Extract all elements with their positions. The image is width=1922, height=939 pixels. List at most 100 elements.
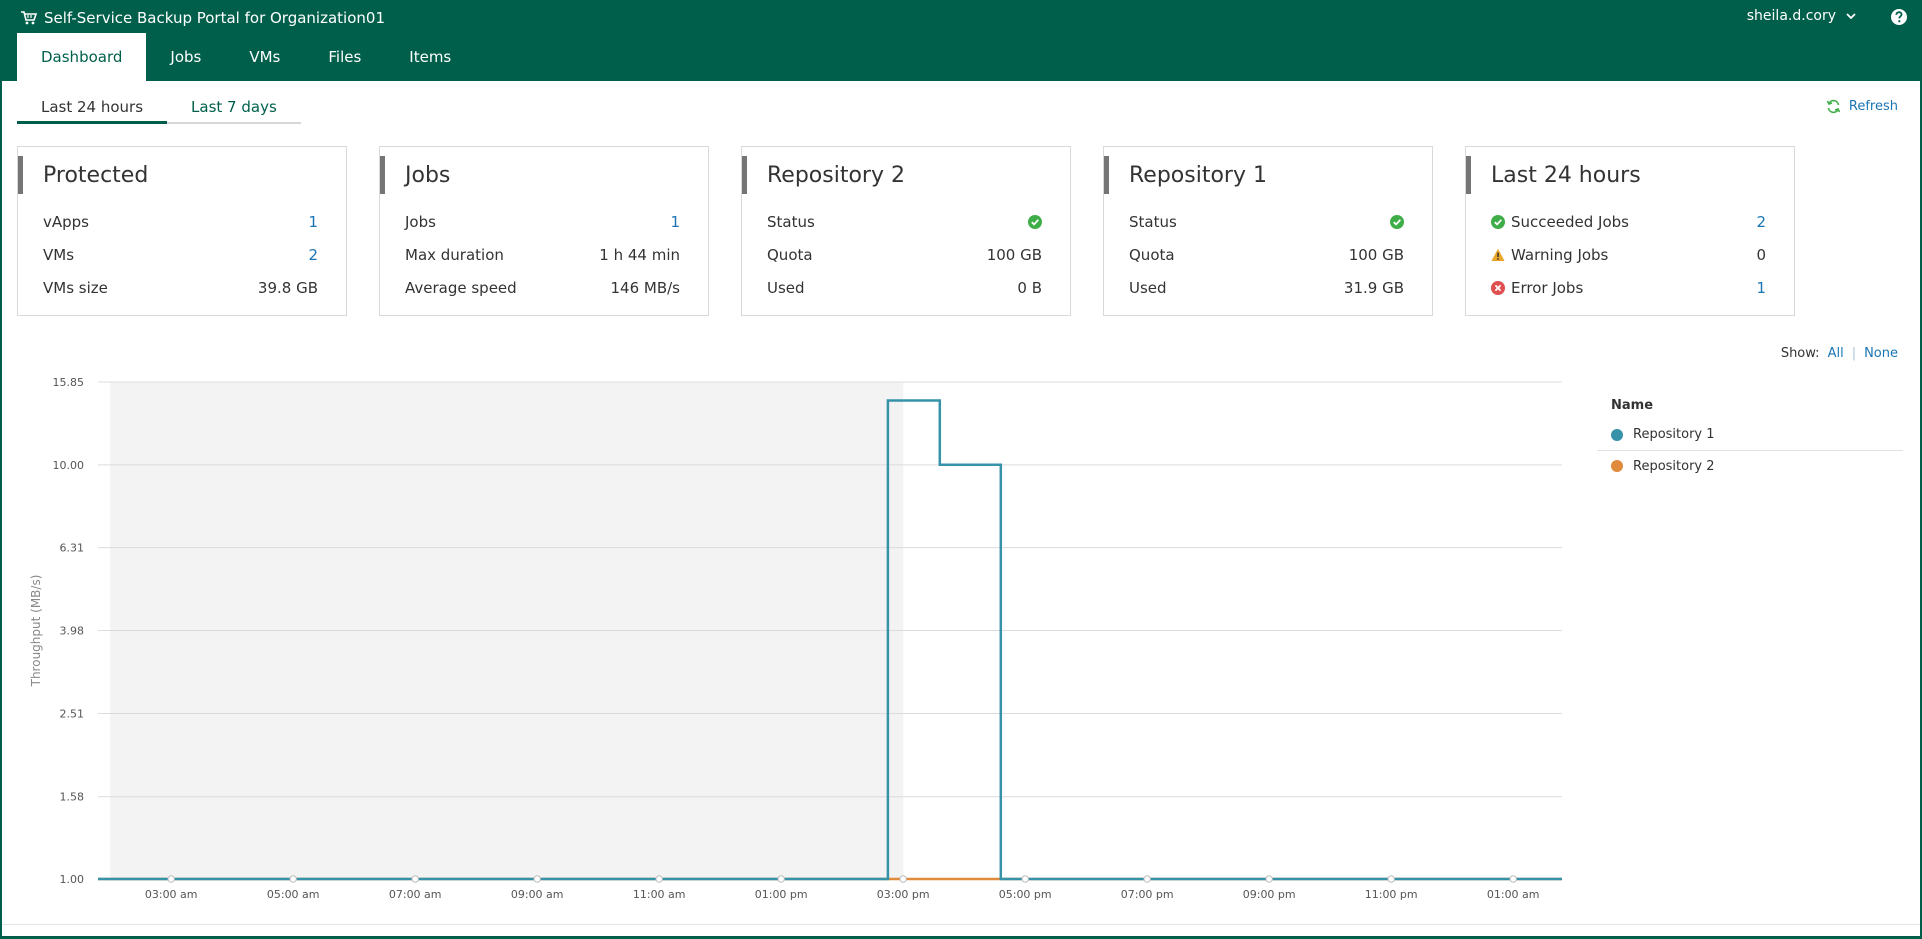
card-row: VMs 2	[43, 238, 318, 271]
tab-files[interactable]: Files	[328, 48, 362, 66]
row-value: 0 B	[1017, 278, 1042, 297]
x-tick-marker	[1509, 875, 1517, 883]
x-tick-marker	[533, 875, 541, 883]
help-icon[interactable]	[1890, 8, 1908, 26]
card-row: Used 31.9 GB	[1129, 271, 1404, 304]
card-title: Repository 1	[1104, 156, 1267, 194]
series-line-repository-1	[98, 399, 1562, 881]
vms-count-link[interactable]: 2	[308, 245, 318, 264]
legend-label: Repository 2	[1633, 458, 1715, 474]
row-label: vApps	[43, 212, 89, 231]
card-row: vApps 1	[43, 205, 318, 238]
y-tick-label: 1.58	[60, 791, 85, 804]
window-frame	[1920, 81, 1922, 939]
card-row: Jobs 1	[405, 205, 680, 238]
y-tick-label: 10.00	[53, 459, 85, 472]
window-frame	[0, 936, 1922, 939]
card-row: Warning Jobs 0	[1491, 238, 1766, 271]
x-tick-label: 01:00 am	[1487, 888, 1540, 901]
vapps-count-link[interactable]: 1	[308, 212, 318, 231]
x-tick-marker	[167, 875, 175, 883]
user-menu[interactable]: sheila.d.cory	[1747, 8, 1856, 24]
refresh-button[interactable]: Refresh	[1826, 99, 1898, 114]
row-label: Quota	[1129, 245, 1175, 264]
card-row: VMs size 39.8 GB	[43, 271, 318, 304]
y-tick-label: 3.98	[60, 625, 85, 638]
card-row: Status	[767, 205, 1042, 238]
tab-last-24-hours[interactable]: Last 24 hours	[17, 92, 168, 124]
user-name: sheila.d.cory	[1746, 8, 1836, 24]
jobs-count-link[interactable]: 1	[670, 212, 680, 231]
window-frame	[0, 81, 2, 939]
tab-last-7-days[interactable]: Last 7 days	[167, 92, 301, 124]
row-label: Succeeded Jobs	[1491, 213, 1629, 231]
tab-vms[interactable]: VMs	[249, 48, 281, 66]
error-icon	[1491, 280, 1505, 295]
y-tick-label: 6.31	[60, 542, 85, 555]
y-tick-label: 15.85	[53, 376, 85, 389]
x-tick-label: 07:00 am	[389, 888, 442, 901]
show-all-link[interactable]: All	[1827, 346, 1844, 361]
x-tick-marker	[411, 875, 419, 883]
x-tick-label: 05:00 am	[267, 888, 320, 901]
card-row: Error Jobs 1	[1491, 271, 1766, 304]
row-value: 31.9 GB	[1343, 278, 1404, 297]
divider	[0, 924, 1922, 925]
card-repository-2: Repository 2 Status Quota 100 GB Used 0 …	[741, 146, 1071, 316]
app-title: Self-Service Backup Portal for Organizat…	[20, 8, 385, 28]
succeeded-jobs-link[interactable]: 2	[1756, 212, 1766, 231]
card-title: Jobs	[380, 156, 450, 194]
row-label: Quota	[767, 245, 813, 264]
row-label-text: Succeeded Jobs	[1511, 212, 1629, 231]
show-filter: Show: All | None	[1781, 346, 1898, 361]
x-tick-label: 11:00 pm	[1365, 888, 1418, 901]
tab-dashboard[interactable]: Dashboard	[17, 33, 147, 81]
refresh-label: Refresh	[1848, 99, 1898, 114]
y-tick-label: 1.00	[60, 873, 85, 886]
show-label: Show:	[1780, 346, 1820, 361]
show-none-link[interactable]: None	[1864, 346, 1898, 361]
x-tick-marker	[1387, 875, 1395, 883]
status-ok-icon	[1028, 214, 1042, 229]
x-tick-label: 07:00 pm	[1121, 888, 1174, 901]
x-tick-label: 05:00 pm	[999, 888, 1052, 901]
x-tick-label: 03:00 am	[145, 888, 198, 901]
legend-item-repository-1[interactable]: Repository 1	[1597, 419, 1903, 450]
tab-items[interactable]: Items	[409, 48, 452, 66]
row-value: 1 h 44 min	[599, 245, 680, 264]
card-title: Protected	[18, 156, 148, 194]
card-title: Last 24 hours	[1466, 156, 1641, 194]
x-tick-label: 11:00 am	[633, 888, 686, 901]
x-tick-marker	[655, 875, 663, 883]
error-jobs-link[interactable]: 1	[1756, 278, 1766, 297]
row-value: 39.8 GB	[257, 278, 318, 297]
throughput-chart: 15.85 10.00 6.31 3.98 2.51 1.58 1.00 Throughput…	[29, 376, 1562, 901]
x-tick-marker	[899, 875, 907, 883]
y-axis-label: Throughput (MB/s)	[29, 575, 43, 688]
x-tick-marker	[1143, 875, 1151, 883]
row-label: Used	[767, 278, 805, 297]
legend-dot	[1611, 460, 1623, 472]
status-ok-icon	[1390, 214, 1404, 229]
x-tick-marker	[777, 875, 785, 883]
row-label: Jobs	[405, 212, 436, 231]
row-value: 100 GB	[986, 245, 1042, 264]
legend-item-repository-2[interactable]: Repository 2	[1597, 450, 1903, 481]
cart-icon	[21, 11, 38, 25]
x-tick-marker	[289, 875, 297, 883]
row-label: Max duration	[405, 245, 504, 264]
x-tick-label: 03:00 pm	[877, 888, 930, 901]
legend-title: Name	[1611, 397, 1654, 413]
card-protected: Protected vApps 1 VMs 2 VMs size 39.8 GB	[17, 146, 347, 316]
x-tick-marker	[1021, 875, 1029, 883]
card-jobs: Jobs Jobs 1 Max duration 1 h 44 min Aver…	[379, 146, 709, 316]
row-label: Status	[767, 212, 815, 231]
tab-jobs[interactable]: Jobs	[170, 48, 202, 66]
card-title: Repository 2	[742, 156, 905, 194]
card-row: Average speed 146 MB/s	[405, 271, 680, 304]
card-row: Status	[1129, 205, 1404, 238]
row-label: Used	[1129, 278, 1167, 297]
legend-label: Repository 1	[1633, 427, 1715, 442]
card-row: Max duration 1 h 44 min	[405, 238, 680, 271]
row-label: VMs	[43, 245, 75, 264]
